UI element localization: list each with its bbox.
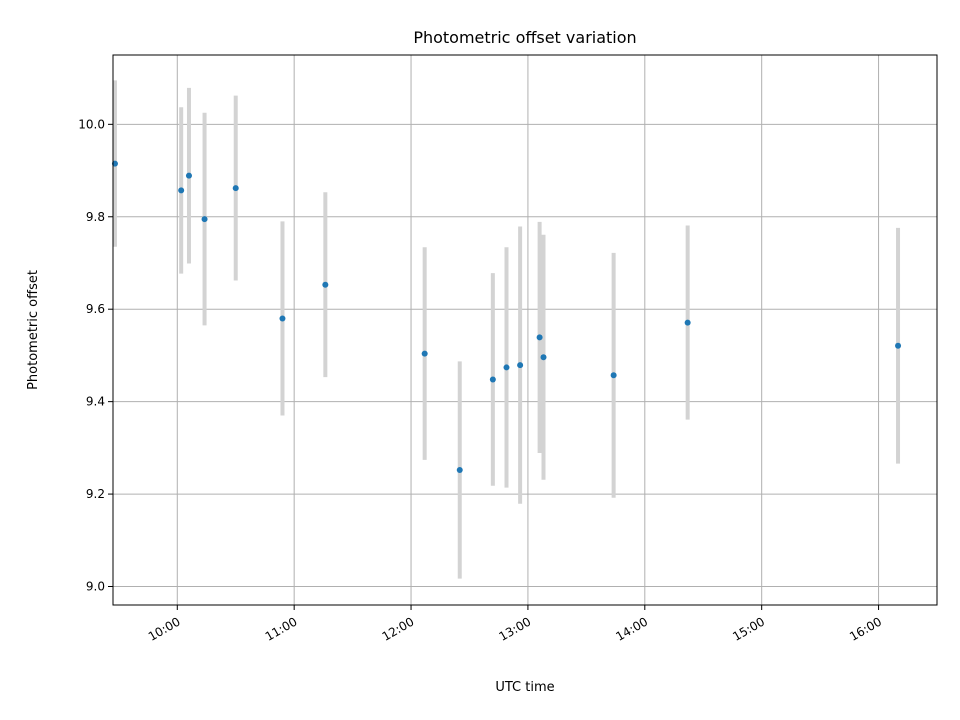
data-point bbox=[684, 319, 691, 326]
error-bars bbox=[112, 80, 901, 579]
y-tick-label: 9.0 bbox=[86, 580, 105, 594]
data-point bbox=[279, 315, 286, 322]
x-tick-label: 10:00 bbox=[146, 614, 183, 643]
data-point bbox=[610, 372, 617, 379]
x-tick-label: 11:00 bbox=[263, 614, 300, 643]
y-tick-label: 9.6 bbox=[86, 302, 105, 316]
x-tick-label: 15:00 bbox=[730, 614, 767, 643]
y-tick-label: 9.4 bbox=[86, 395, 105, 409]
data-point bbox=[456, 467, 463, 474]
x-tick-label: 14:00 bbox=[613, 614, 650, 643]
data-point bbox=[503, 364, 510, 371]
data-point bbox=[540, 354, 547, 361]
data-point bbox=[895, 342, 902, 349]
data-point bbox=[201, 216, 208, 223]
chart-title: Photometric offset variation bbox=[413, 28, 636, 47]
x-axis-label: UTC time bbox=[495, 680, 554, 695]
y-axis-label: Photometric offset bbox=[26, 270, 41, 390]
data-point bbox=[421, 350, 428, 357]
plot-frame bbox=[112, 54, 938, 606]
y-axis-ticks: 9.0 9.2 9.4 9.6 9.8 10.0 bbox=[78, 117, 113, 594]
data-point bbox=[322, 281, 329, 288]
data-point bbox=[517, 362, 524, 369]
y-tick-label: 9.8 bbox=[86, 210, 105, 224]
y-tick-label: 9.2 bbox=[86, 487, 105, 501]
data-point bbox=[178, 187, 185, 194]
x-tick-label: 13:00 bbox=[496, 614, 533, 643]
x-tick-label: 12:00 bbox=[380, 614, 417, 643]
data-point bbox=[185, 172, 192, 179]
data-point bbox=[489, 376, 496, 383]
y-tick-label: 10.0 bbox=[78, 117, 105, 131]
x-axis-ticks: 10:00 11:00 12:00 13:00 14:00 15:00 16:00 bbox=[146, 605, 884, 644]
data-point bbox=[232, 185, 239, 192]
x-tick-label: 16:00 bbox=[847, 614, 884, 643]
data-point bbox=[536, 334, 543, 341]
grid bbox=[113, 55, 937, 605]
